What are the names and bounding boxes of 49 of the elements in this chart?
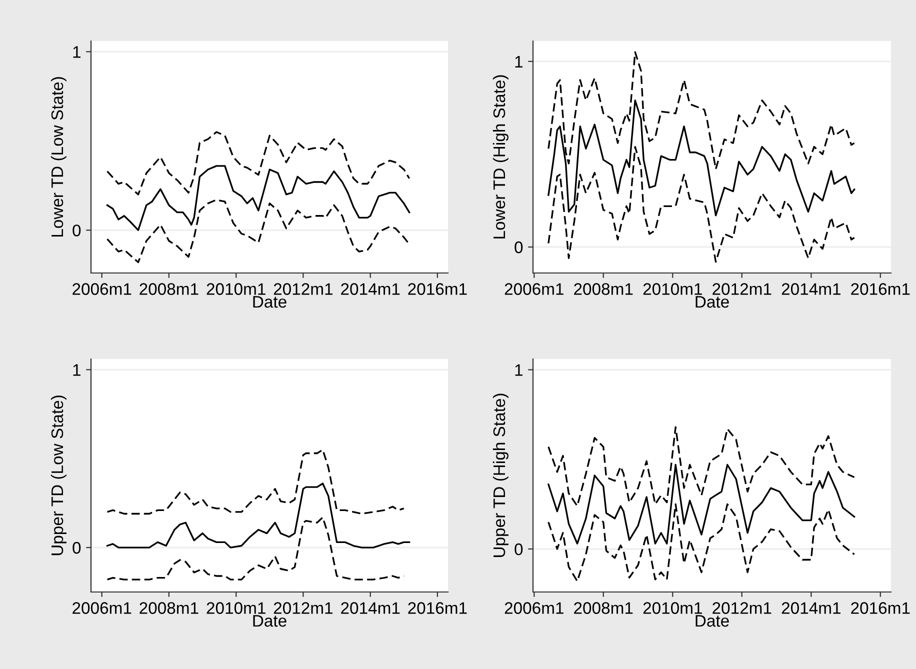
line-series	[106, 448, 405, 515]
x-tick-label: 2012m1	[712, 283, 772, 295]
y-tick-label: 0	[514, 241, 523, 254]
x-tick-label: 2014m1	[341, 602, 400, 614]
line-series	[106, 516, 405, 580]
y-tick-label: 0	[514, 543, 523, 556]
y-axis-title: Lower TD (High State)	[492, 75, 508, 238]
y-tick-label: 1	[73, 364, 80, 376]
x-tick-label: 2016m1	[408, 602, 467, 614]
y-axis-title: Upper TD (High State)	[492, 394, 508, 557]
x-tick-label: 2016m1	[851, 283, 910, 295]
x-tick-label: 2006m1	[72, 283, 132, 295]
x-tick-label: 2016m1	[851, 602, 910, 614]
x-tick-label: 2010m1	[643, 283, 702, 295]
x-tick-label: 2010m1	[643, 602, 702, 614]
line-series	[106, 165, 410, 232]
x-axis-title: Date	[696, 615, 729, 627]
x-axis-title: Date	[696, 296, 729, 308]
y-tick-label: 0	[72, 542, 81, 554]
y-tick-label: 1	[515, 364, 522, 376]
x-tick-label: 2012m1	[712, 602, 772, 614]
x-tick-label: 2008m1	[140, 602, 198, 614]
x-tick-label: 2008m1	[574, 283, 633, 295]
line-series	[548, 464, 856, 544]
x-tick-label: 2016m1	[408, 283, 467, 295]
y-tick-label: 1	[515, 56, 522, 68]
x-tick-label: 2008m1	[574, 602, 633, 614]
y-tick-label: 1	[73, 46, 80, 58]
line-series	[106, 198, 410, 264]
y-axis-title: Upper TD (Low State)	[50, 396, 66, 556]
x-tick-label: 2008m1	[140, 283, 198, 295]
x-tick-label: 2012m1	[274, 602, 332, 614]
x-tick-label: 2014m1	[782, 602, 840, 614]
x-tick-label: 2006m1	[504, 283, 564, 295]
x-tick-label: 2014m1	[782, 283, 840, 295]
x-axis-title: Date	[253, 296, 286, 308]
line-series	[106, 131, 410, 196]
line-series	[548, 426, 856, 507]
x-tick-label: 2010m1	[206, 602, 266, 614]
y-tick-label: 0	[72, 224, 81, 236]
x-tick-label: 2010m1	[206, 283, 266, 295]
x-axis-title: Date	[253, 615, 286, 627]
line-series	[548, 503, 856, 582]
x-tick-label: 2006m1	[504, 602, 564, 614]
x-tick-label: 2012m1	[274, 283, 332, 295]
x-tick-label: 2014m1	[341, 283, 400, 295]
x-tick-label: 2006m1	[72, 602, 132, 614]
line-series	[106, 482, 410, 548]
y-axis-title: Lower TD (Low State)	[50, 77, 66, 237]
